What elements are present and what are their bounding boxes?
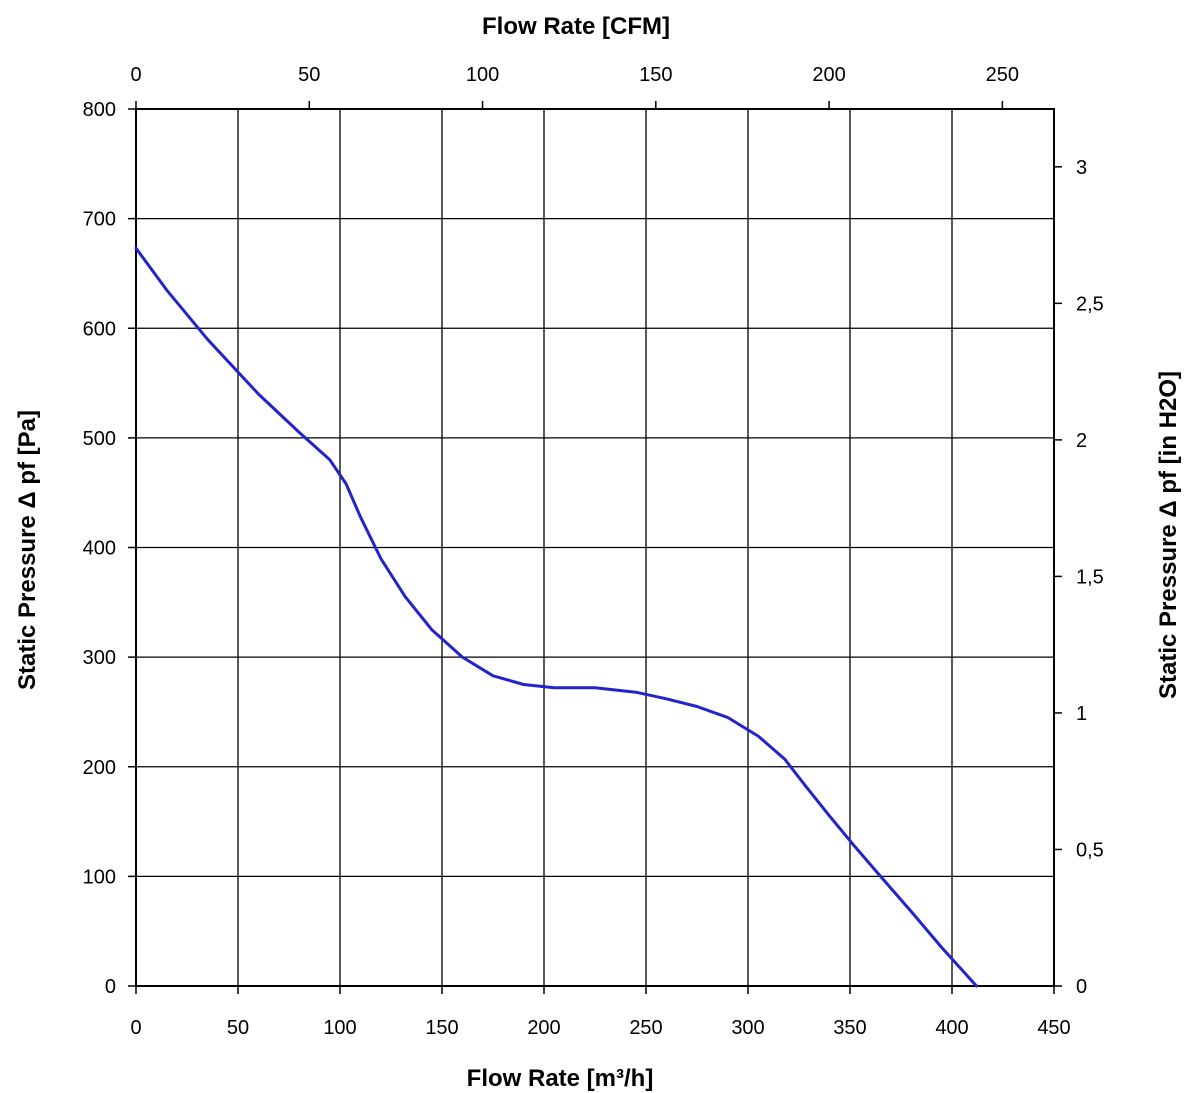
top-axis-tick-label: 150 [639, 64, 672, 86]
right-axis-tick-label: 2 [1076, 430, 1087, 452]
right-axis-tick-label: 0 [1076, 976, 1087, 998]
bottom-axis-tick-label: 0 [130, 1017, 141, 1039]
axis-ticks [128, 101, 1062, 994]
bottom-axis-tick-label: 300 [731, 1017, 764, 1039]
series-layer [134, 246, 978, 988]
right-axis-tick-label: 2,5 [1076, 293, 1104, 315]
bottom-axis-tick-label: 150 [425, 1017, 458, 1039]
left-axis-tick-label: 0 [105, 976, 116, 998]
bottom-axis-tick-label: 350 [833, 1017, 866, 1039]
bottom-axis-tick-label: 50 [227, 1017, 249, 1039]
left-axis-tick-label: 800 [83, 99, 116, 121]
bottom-axis-tick-label: 100 [323, 1017, 356, 1039]
tick-labels: 0 50 100 150 200 250 300 350 400 4500100200300400… [83, 64, 1104, 1039]
left-axis-tick-label: 700 [83, 209, 116, 231]
left-axis-tick-label: 400 [83, 538, 116, 560]
left-axis-title: Static Pressure Δ pf [Pa] [14, 410, 41, 690]
right-axis-tick-label: 0,5 [1076, 839, 1104, 861]
top-axis-tick-label: 100 [466, 64, 499, 86]
left-axis-tick-label: 200 [83, 757, 116, 779]
right-axis-tick-label: 1,5 [1076, 566, 1104, 588]
pressure-curve-line [134, 246, 978, 988]
bottom-axis-tick-label: 400 [935, 1017, 968, 1039]
left-axis-tick-label: 500 [83, 428, 116, 450]
right-axis-title: Static Pressure Δ pf [in H2O] [1155, 371, 1182, 699]
left-axis-tick-label: 600 [83, 318, 116, 340]
left-axis-tick-label: 300 [83, 647, 116, 669]
top-axis-title: Flow Rate [CFM] [482, 13, 670, 40]
right-axis-tick-label: 3 [1076, 157, 1087, 179]
top-axis-tick-label: 250 [986, 64, 1019, 86]
bottom-axis-title: Flow Rate [m³/h] [467, 1065, 654, 1092]
top-axis-tick-label: 0 [130, 64, 141, 86]
right-axis-tick-label: 1 [1076, 703, 1087, 725]
left-axis-tick-label: 100 [83, 866, 116, 888]
bottom-axis-tick-label: 450 [1037, 1017, 1070, 1039]
top-axis-tick-label: 200 [812, 64, 845, 86]
top-axis-tick-label: 50 [298, 64, 320, 86]
bottom-axis-tick-label: 250 [629, 1017, 662, 1039]
bottom-axis-tick-label: 200 [527, 1017, 560, 1039]
